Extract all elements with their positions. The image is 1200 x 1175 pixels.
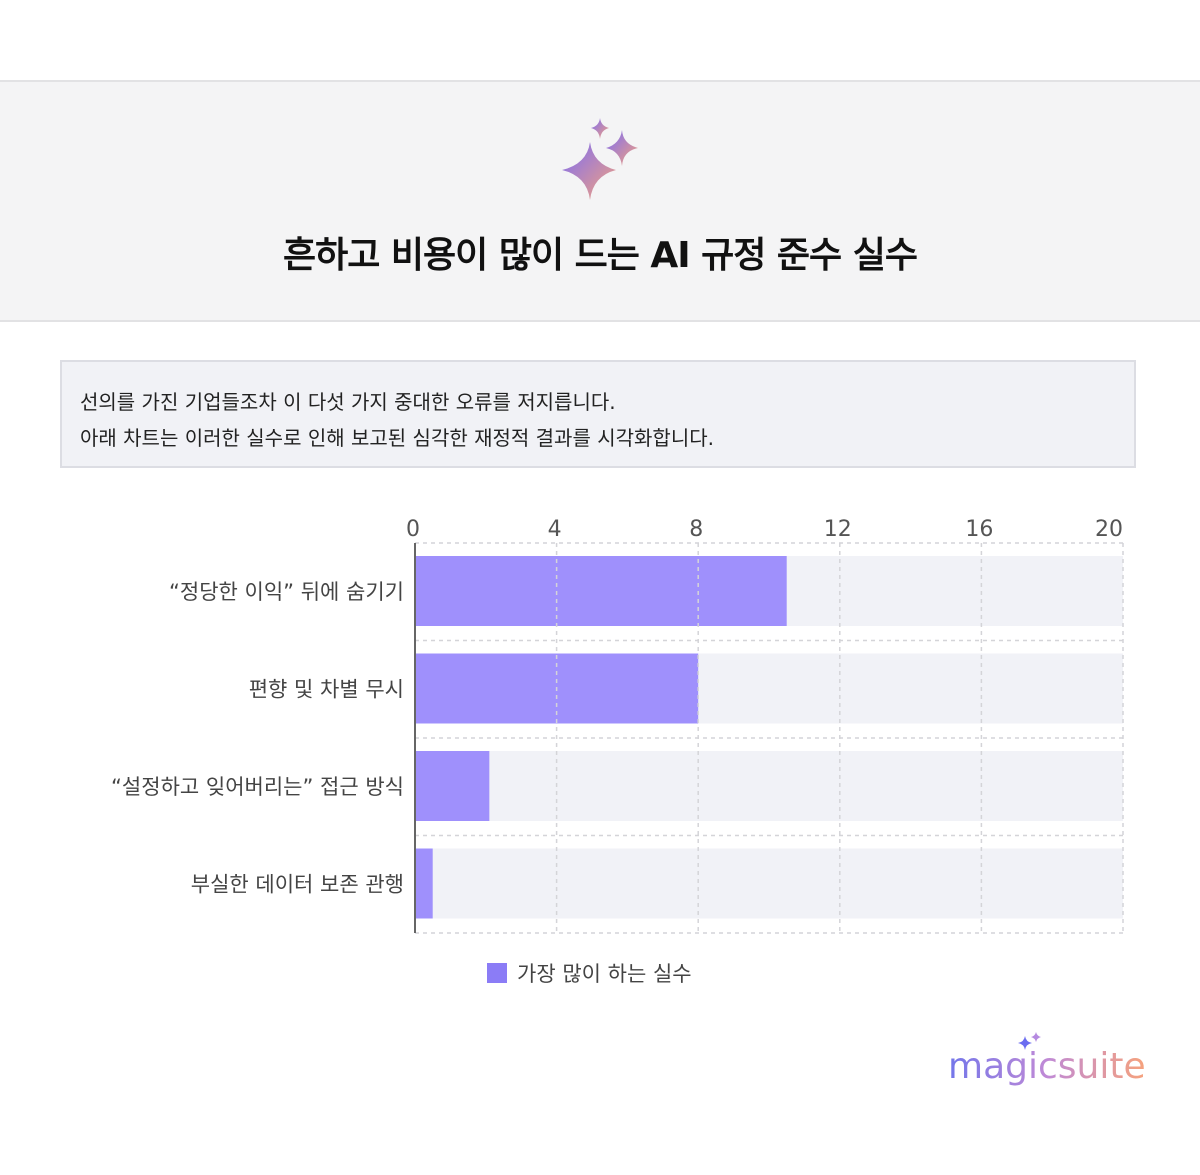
bar xyxy=(416,751,490,821)
x-tick-label: 0 xyxy=(406,517,420,542)
x-tick-label: 12 xyxy=(824,517,852,542)
legend: 가장 많이 하는 실수 xyxy=(487,958,692,988)
category-label: “설정하고 잊어버리는” 접근 방식 xyxy=(111,775,404,799)
description-line: 아래 차트는 이러한 실수로 인해 보고된 심각한 재정적 결과를 시각화합니다… xyxy=(80,426,714,450)
category-label: 편향 및 차별 무시 xyxy=(249,678,404,702)
category-label: “정당한 이익” 뒤에 숨기기 xyxy=(169,580,404,604)
page-title: 흔하고 비용이 많이 드는 AI 규정 준수 실수 xyxy=(283,235,918,276)
description-box: 선의를 가진 기업들조차 이 다섯 가지 중대한 오류를 저지릅니다. 아래 차… xyxy=(60,360,1136,468)
x-tick-label: 4 xyxy=(548,517,562,542)
x-tick-label: 16 xyxy=(965,517,993,542)
category-label: 부실한 데이터 보존 관행 xyxy=(191,873,404,897)
sparkles-icon xyxy=(562,118,638,200)
brand-logo: magicsuite xyxy=(948,1032,1146,1087)
description-line: 선의를 가진 기업들조차 이 다섯 가지 중대한 오류를 저지릅니다. xyxy=(80,390,616,414)
legend-swatch xyxy=(487,963,507,983)
x-tick-label: 20 xyxy=(1095,517,1123,542)
legend-label: 가장 많이 하는 실수 xyxy=(517,962,692,986)
bar xyxy=(416,556,787,626)
bar-track xyxy=(415,848,1123,919)
x-tick-label: 8 xyxy=(689,517,703,542)
bar-track xyxy=(415,751,1123,821)
logo-sparkle-icon xyxy=(1018,1032,1041,1050)
bar xyxy=(416,848,433,919)
